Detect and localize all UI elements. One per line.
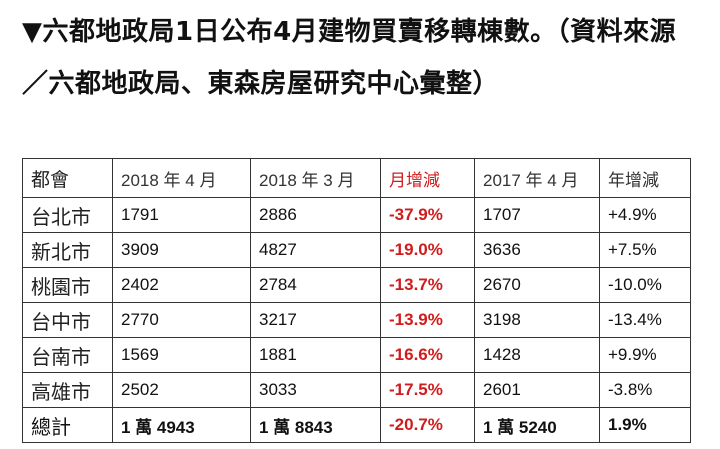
month-change-value: -13.7% xyxy=(380,267,475,303)
month-change-value: -17.5% xyxy=(380,372,475,408)
apr-2017-value: 1428 xyxy=(474,337,600,373)
apr-2018-value: 2770 xyxy=(112,302,251,338)
header-apr-2018: 2018 年 4 月 xyxy=(112,158,251,198)
city-name: 桃園市 xyxy=(22,267,113,303)
building-transfer-table: 都會 2018 年 4 月 2018 年 3 月 月增減 2017 年 4 月 … xyxy=(22,158,691,443)
total-row: 總計 1 萬 4943 1 萬 8843 -20.7% 1 萬 5240 1.9… xyxy=(22,407,691,443)
mar-2018-value: 2784 xyxy=(250,267,381,303)
header-year-change: 年增減 xyxy=(599,158,691,198)
total-month-change: -20.7% xyxy=(380,407,475,443)
year-change-value: +7.5% xyxy=(599,232,691,268)
city-name: 高雄市 xyxy=(22,372,113,408)
city-name: 台中市 xyxy=(22,302,113,338)
year-change-value: -10.0% xyxy=(599,267,691,303)
mar-2018-value: 4827 xyxy=(250,232,381,268)
header-city: 都會 xyxy=(22,158,113,198)
apr-2017-value: 3198 xyxy=(474,302,600,338)
apr-2018-value: 2402 xyxy=(112,267,251,303)
table-row: 桃園市 2402 2784 -13.7% 2670 -10.0% xyxy=(22,267,691,303)
apr-2017-value: 2670 xyxy=(474,267,600,303)
caption: ▼六都地政局1日公布4月建物買賣移轉棟數。（資料來源／六都地政局、東森房屋研究中… xyxy=(22,17,677,99)
transfer-table-container: 都會 2018 年 4 月 2018 年 3 月 月增減 2017 年 4 月 … xyxy=(22,158,691,443)
table-row: 台北市 1791 2886 -37.9% 1707 +4.9% xyxy=(22,197,691,233)
year-change-value: -3.8% xyxy=(599,372,691,408)
apr-2018-value: 1791 xyxy=(112,197,251,233)
city-name: 台南市 xyxy=(22,337,113,373)
total-apr-2017: 1 萬 5240 xyxy=(474,407,600,443)
header-apr-2017: 2017 年 4 月 xyxy=(474,158,600,198)
table-header-row: 都會 2018 年 4 月 2018 年 3 月 月增減 2017 年 4 月 … xyxy=(22,158,691,198)
total-label: 總計 xyxy=(22,407,113,443)
city-name: 新北市 xyxy=(22,232,113,268)
city-name: 台北市 xyxy=(22,197,113,233)
mar-2018-value: 2886 xyxy=(250,197,381,233)
table-row: 高雄市 2502 3033 -17.5% 2601 -3.8% xyxy=(22,372,691,408)
month-change-value: -37.9% xyxy=(380,197,475,233)
total-apr-2018: 1 萬 4943 xyxy=(112,407,251,443)
apr-2017-value: 1707 xyxy=(474,197,600,233)
mar-2018-value: 1881 xyxy=(250,337,381,373)
table-row: 新北市 3909 4827 -19.0% 3636 +7.5% xyxy=(22,232,691,268)
year-change-value: +4.9% xyxy=(599,197,691,233)
month-change-value: -16.6% xyxy=(380,337,475,373)
total-year-change: 1.9% xyxy=(599,407,691,443)
table-row: 台中市 2770 3217 -13.9% 3198 -13.4% xyxy=(22,302,691,338)
apr-2017-value: 3636 xyxy=(474,232,600,268)
month-change-value: -13.9% xyxy=(380,302,475,338)
mar-2018-value: 3033 xyxy=(250,372,381,408)
apr-2017-value: 2601 xyxy=(474,372,600,408)
month-change-value: -19.0% xyxy=(380,232,475,268)
mar-2018-value: 3217 xyxy=(250,302,381,338)
year-change-value: -13.4% xyxy=(599,302,691,338)
header-mar-2018: 2018 年 3 月 xyxy=(250,158,381,198)
table-row: 台南市 1569 1881 -16.6% 1428 +9.9% xyxy=(22,337,691,373)
apr-2018-value: 2502 xyxy=(112,372,251,408)
apr-2018-value: 3909 xyxy=(112,232,251,268)
total-mar-2018: 1 萬 8843 xyxy=(250,407,381,443)
header-month-change: 月增減 xyxy=(380,158,475,198)
year-change-value: +9.9% xyxy=(599,337,691,373)
apr-2018-value: 1569 xyxy=(112,337,251,373)
